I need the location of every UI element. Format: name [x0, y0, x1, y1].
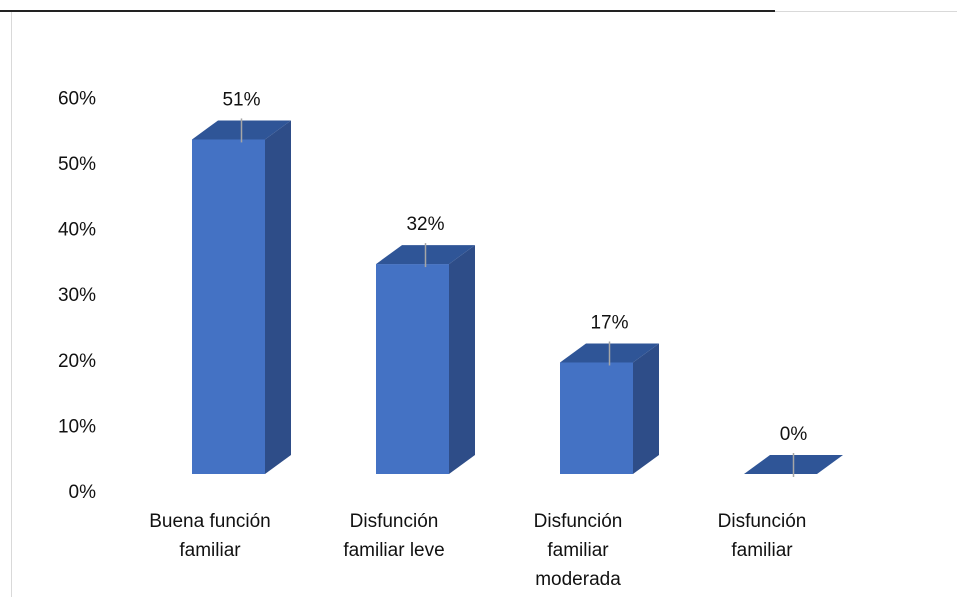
bar-front: [560, 362, 633, 474]
x-category-label: Disfunción familiar leve: [343, 511, 444, 561]
y-tick-label: 60%: [58, 88, 96, 109]
data-label: 32%: [406, 214, 444, 235]
data-label: 51%: [222, 89, 260, 110]
y-tick-label: 40%: [58, 220, 96, 241]
y-tick-label: 50%: [58, 154, 96, 175]
y-tick-label: 0%: [69, 482, 97, 503]
y-tick-label: 30%: [58, 285, 96, 306]
bar-side: [633, 343, 659, 474]
bar: 32%: [376, 214, 475, 474]
x-axis: Buena función familiar Disfunción familiar …: [149, 511, 806, 590]
y-axis: 0% 10% 20% 30% 40% 50% 60%: [58, 88, 96, 503]
bar-side: [265, 120, 291, 474]
data-label: 17%: [590, 312, 628, 333]
y-tick-label: 20%: [58, 351, 96, 372]
y-tick-label: 10%: [58, 416, 96, 437]
bar-front: [192, 139, 265, 474]
x-category-label: Disfunción familiar: [718, 511, 807, 561]
bar: 51%: [192, 89, 291, 474]
x-category-label: Buena función familiar: [149, 511, 271, 561]
bar: 17%: [560, 312, 659, 474]
bar-front: [376, 264, 449, 474]
bar-series: 51% 32% 17% 0%: [192, 89, 843, 477]
bar: 0%: [744, 424, 843, 477]
data-label: 0%: [780, 424, 808, 445]
x-category-label: Disfunción familiar moderada: [534, 511, 623, 590]
bar-side: [449, 245, 475, 474]
